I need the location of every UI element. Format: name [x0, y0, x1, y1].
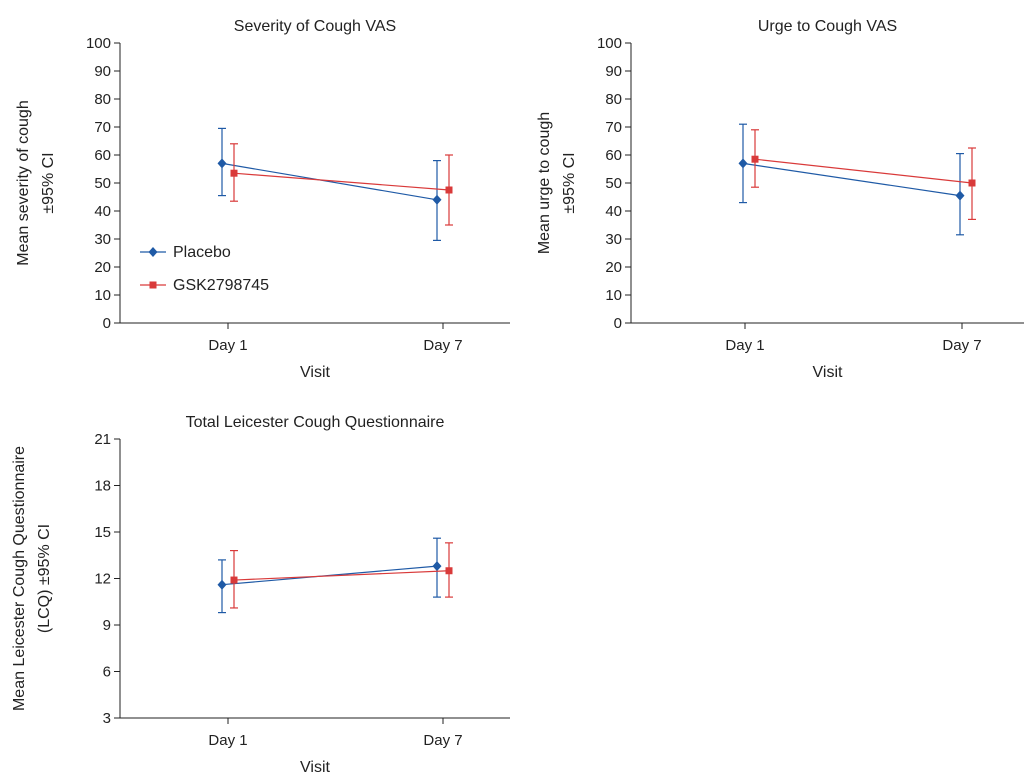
y-tick-label: 100: [86, 35, 111, 52]
y-axis-label: (LCQ) ±95% CI: [36, 524, 53, 633]
y-axis-label: Mean urge to cough: [536, 112, 553, 254]
y-tick-label: 18: [94, 478, 111, 495]
x-tick-label: Day 1: [208, 732, 247, 749]
series-gsk2798745: [230, 542, 453, 609]
legend-placebo-label: Placebo: [173, 244, 231, 261]
y-tick-label: 3: [103, 710, 111, 727]
series-line: [233, 172, 450, 191]
chart-title: Severity of Cough VAS: [234, 18, 396, 35]
x-tick-label: Day 7: [942, 337, 981, 354]
legend-placebo-marker: [148, 247, 158, 257]
x-axis-label: Visit: [300, 364, 330, 381]
y-axis-label: Mean severity of cough: [15, 100, 32, 265]
y-tick-label: 30: [94, 231, 111, 248]
x-axis-label: Visit: [300, 759, 330, 776]
data-point: [445, 186, 453, 194]
chart-title: Urge to Cough VAS: [758, 18, 897, 35]
series-placebo: [217, 127, 442, 241]
y-tick-label: 9: [103, 617, 111, 634]
y-tick-label: 80: [605, 91, 622, 108]
x-axis-label: Visit: [813, 364, 843, 381]
data-point: [738, 158, 748, 169]
data-point: [230, 576, 238, 584]
x-tick-label: Day 7: [423, 337, 462, 354]
series-line: [742, 162, 961, 197]
chart-panel: Total Leicester Cough Questionnaire 3 6 9 12…: [11, 414, 510, 776]
data-point: [230, 169, 238, 177]
y-tick-label: 40: [605, 203, 622, 220]
y-tick-label: 30: [605, 231, 622, 248]
data-point: [751, 155, 759, 163]
y-tick-label: 60: [94, 147, 111, 164]
y-tick-label: 6: [103, 664, 111, 681]
chart-panel: Severity of Cough VAS 0 10 20 30 40 50 60 70 80 90…: [15, 18, 510, 381]
y-tick-label: 0: [614, 315, 622, 332]
data-point: [432, 561, 442, 572]
y-tick-label: 50: [94, 175, 111, 192]
y-axis-label: ±95% CI: [40, 152, 57, 213]
chart-title: Total Leicester Cough Questionnaire: [186, 414, 445, 431]
chart-panel: Urge to Cough VAS 0 10 20 30 40 50 60 70 80 90 100 D…: [536, 18, 1024, 381]
y-tick-label: 50: [605, 175, 622, 192]
data-point: [217, 579, 227, 590]
data-point: [968, 179, 976, 187]
y-tick-label: 20: [94, 259, 111, 276]
y-tick-label: 20: [605, 259, 622, 276]
x-tick-label: Day 1: [725, 337, 764, 354]
y-axis-label: Mean Leicester Cough Questionnaire: [11, 446, 28, 711]
series-line: [233, 570, 450, 581]
x-tick-label: Day 7: [423, 732, 462, 749]
series-placebo: [738, 123, 965, 236]
legend-gsk-marker: [149, 281, 157, 289]
y-tick-label: 0: [103, 315, 111, 332]
y-tick-label: 12: [94, 571, 111, 588]
data-point: [445, 567, 453, 575]
series-line: [221, 162, 438, 201]
series-line: [754, 158, 973, 184]
y-tick-label: 70: [94, 119, 111, 136]
y-tick-label: 15: [94, 524, 111, 541]
series-gsk2798745: [230, 143, 453, 226]
y-tick-label: 100: [597, 35, 622, 52]
y-tick-label: 80: [94, 91, 111, 108]
y-tick-label: 90: [94, 63, 111, 80]
legend-gsk-label: GSK2798745: [173, 277, 269, 294]
data-point: [955, 190, 965, 201]
legend: Placebo GSK2798745: [140, 244, 269, 294]
y-axis-label: ±95% CI: [561, 152, 578, 213]
data-point: [432, 194, 442, 205]
y-tick-label: 10: [605, 287, 622, 304]
x-tick-label: Day 1: [208, 337, 247, 354]
data-point: [217, 158, 227, 169]
y-tick-label: 21: [94, 431, 111, 448]
y-tick-label: 90: [605, 63, 622, 80]
y-tick-label: 10: [94, 287, 111, 304]
y-tick-label: 40: [94, 203, 111, 220]
y-tick-label: 70: [605, 119, 622, 136]
series-gsk2798745: [751, 129, 976, 220]
y-tick-label: 60: [605, 147, 622, 164]
